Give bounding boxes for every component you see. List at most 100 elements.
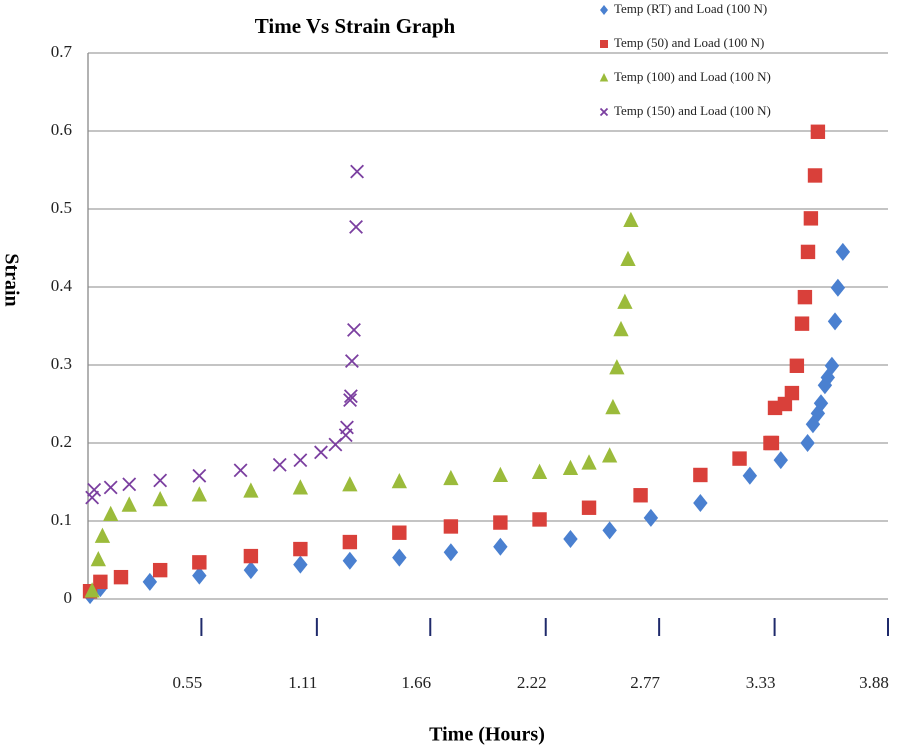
point [693,494,708,513]
legend-label: Temp (100) and Load (100 N) [614,69,771,84]
point [343,393,357,408]
point [443,469,459,486]
series [82,242,851,605]
point [350,164,365,179]
point [784,385,800,401]
point [347,322,361,337]
point [532,512,547,527]
point [94,527,111,543]
point [192,555,207,570]
point [392,548,407,567]
point [192,468,207,483]
point [813,394,829,413]
point [605,398,621,415]
series [85,164,365,505]
point [800,434,815,452]
y-tick-label: 0 [64,588,73,607]
point [797,289,813,305]
point [314,445,328,460]
point [293,555,308,574]
point [191,486,207,502]
point [87,482,102,497]
point [121,496,137,512]
point [805,415,821,434]
y-tick-label: 0.6 [51,120,72,139]
point [742,466,758,485]
point [617,293,633,309]
legend-label: Temp (50) and Load (100 N) [614,35,764,50]
legend-marker [599,73,609,82]
y-tick-label: 0.1 [51,510,72,529]
point [492,466,509,483]
point [613,320,629,337]
point [443,519,459,534]
point [827,312,843,331]
point [342,534,358,550]
point [835,242,851,261]
point [633,488,648,503]
point [84,582,100,598]
point [342,476,358,492]
legend-marker [600,40,608,48]
legend-marker [600,5,608,15]
series [82,124,826,599]
point [272,457,287,472]
x-tick-label: 2.77 [630,673,660,692]
y-tick-label: 0.3 [51,354,72,373]
point [810,404,826,423]
point [824,356,840,375]
point [340,420,354,435]
point [443,543,459,562]
point [602,521,617,540]
point [830,278,846,297]
point [103,505,119,522]
point [343,389,358,404]
point [113,569,129,585]
point [243,548,259,564]
point [789,358,805,373]
legend-marker [599,107,609,117]
point [342,551,358,570]
point [293,453,308,468]
point [103,480,118,495]
point [391,473,407,489]
x-tick-label: 3.33 [746,673,776,692]
point [693,467,708,483]
point [773,451,788,470]
point [90,551,106,567]
point [122,477,137,492]
point [807,168,823,183]
legend-label: Temp (RT) and Load (100 N) [614,1,767,16]
point [531,463,548,479]
x-tick-label: 1.66 [401,673,431,692]
y-tick-label: 0.5 [51,198,72,217]
point [620,250,636,266]
x-tick-label: 2.22 [517,673,547,692]
y-axis-label: Strain [0,253,22,306]
point [623,211,639,227]
point [777,396,793,412]
point [800,244,816,260]
point [643,508,659,527]
point [794,316,810,331]
point [152,562,168,578]
point [243,561,259,580]
point [493,537,508,556]
point [152,490,168,507]
x-tick-label: 3.88 [859,673,889,692]
point [732,451,747,466]
point [601,447,618,463]
point [563,529,578,548]
point [764,435,780,451]
point [243,482,259,498]
point [192,566,207,585]
point [562,459,579,476]
y-tick-label: 0.4 [51,276,73,295]
point [810,124,826,139]
point [292,479,309,495]
point [349,220,363,234]
y-tick-label: 0.7 [51,42,73,61]
point [93,574,108,590]
point [392,525,407,540]
